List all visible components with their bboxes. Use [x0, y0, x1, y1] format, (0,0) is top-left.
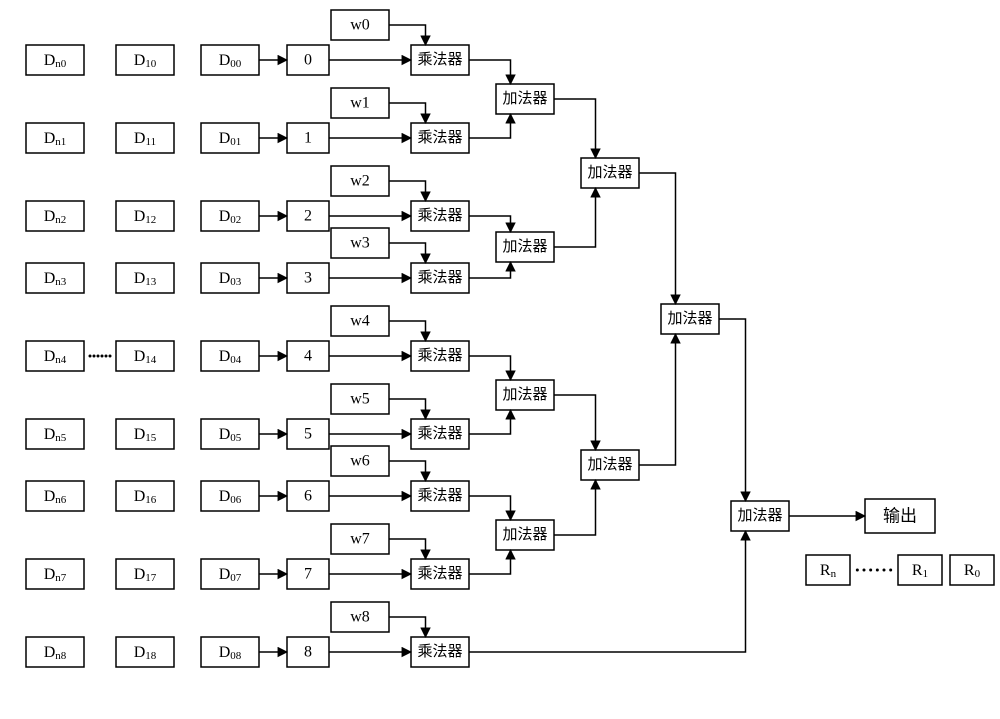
r-ellipsis-dot	[856, 569, 859, 572]
adder-L1-label-2: 加法器	[502, 386, 547, 403]
wire-L1-L2-1-bot	[554, 480, 596, 535]
idx-label-2: 2	[304, 208, 312, 225]
wire-mul-addL1-1-top	[469, 216, 511, 232]
idx-label-8: 8	[304, 644, 312, 661]
idx-label-1: 1	[304, 130, 312, 147]
wire-w-mul-6	[389, 461, 426, 481]
weight-label-1: w1	[350, 95, 370, 112]
multiplier-label-8: 乘法器	[417, 643, 462, 660]
idx-label-6: 6	[304, 488, 312, 505]
ellipsis-dot	[93, 355, 96, 358]
weight-label-8: w8	[350, 609, 370, 626]
weight-label-6: w6	[350, 453, 370, 470]
weight-label-4: w4	[350, 313, 370, 330]
multiplier-label-2: 乘法器	[417, 207, 462, 224]
wire-w-mul-1	[389, 103, 426, 123]
wire-w-mul-4	[389, 321, 426, 341]
wire-L3-L4	[719, 319, 746, 501]
wire-L2-L3-top	[639, 173, 676, 304]
idx-label-7: 7	[304, 566, 312, 583]
weight-label-0: w0	[350, 17, 370, 34]
ellipsis-dot	[97, 355, 100, 358]
multiplier-label-5: 乘法器	[417, 425, 462, 442]
multiplier-label-4: 乘法器	[417, 347, 462, 364]
adder-L2-label-1: 加法器	[587, 456, 632, 473]
r-ellipsis-dot	[889, 569, 892, 572]
wire-w-mul-5	[389, 399, 426, 419]
idx-label-4: 4	[304, 348, 312, 365]
multiplier-label-3: 乘法器	[417, 269, 462, 286]
adder-L2-label-0: 加法器	[587, 164, 632, 181]
wire-mul-addL1-0-bot	[469, 114, 511, 138]
output-label: 输出	[883, 507, 917, 526]
multiplier-label-1: 乘法器	[417, 129, 462, 146]
wire-w-mul-7	[389, 539, 426, 559]
ellipsis-dot	[105, 355, 108, 358]
ellipsis-dot	[101, 355, 104, 358]
wire-w-mul-2	[389, 181, 426, 201]
wire-mul-addL1-1-bot	[469, 262, 511, 278]
wire-w-mul-8	[389, 617, 426, 637]
r-ellipsis-dot	[863, 569, 866, 572]
weight-label-3: w3	[350, 235, 370, 252]
wire-L1-L2-0-bot	[554, 188, 596, 247]
idx-label-3: 3	[304, 270, 312, 287]
wire-mul-addL1-3-top	[469, 496, 511, 520]
wire-w-mul-3	[389, 243, 426, 263]
idx-label-0: 0	[304, 52, 312, 69]
wire-mul-addL1-2-bot	[469, 410, 511, 434]
multiplier-label-0: 乘法器	[417, 51, 462, 68]
r-ellipsis-dot	[876, 569, 879, 572]
wire-L1-L2-0-top	[554, 99, 596, 158]
wire-L2-L3-bot	[639, 334, 676, 465]
multiplier-label-6: 乘法器	[417, 487, 462, 504]
diagram-canvas: Dn0D10D000乘法器w0Dn1D11D011乘法器w1Dn2D12D022…	[0, 0, 1000, 719]
adder-L1-label-0: 加法器	[502, 90, 547, 107]
ellipsis-dot	[89, 355, 92, 358]
wire-mul-addL1-0-top	[469, 60, 511, 84]
wire-mul-addL1-2-top	[469, 356, 511, 380]
adder-L1-label-1: 加法器	[502, 238, 547, 255]
adder-L3-label: 加法器	[667, 310, 712, 327]
wire-mul-addL1-3-bot	[469, 550, 511, 574]
r-ellipsis-dot	[869, 569, 872, 572]
weight-label-5: w5	[350, 391, 370, 408]
wire-w-mul-0	[389, 25, 426, 45]
wire-L1-L2-1-top	[554, 395, 596, 450]
adder-L1-label-3: 加法器	[502, 526, 547, 543]
adder-L4-label: 加法器	[737, 507, 782, 524]
r-ellipsis-dot	[883, 569, 886, 572]
weight-label-2: w2	[350, 173, 370, 190]
multiplier-label-7: 乘法器	[417, 565, 462, 582]
weight-label-7: w7	[350, 531, 370, 548]
ellipsis-dot	[109, 355, 112, 358]
idx-label-5: 5	[304, 426, 312, 443]
